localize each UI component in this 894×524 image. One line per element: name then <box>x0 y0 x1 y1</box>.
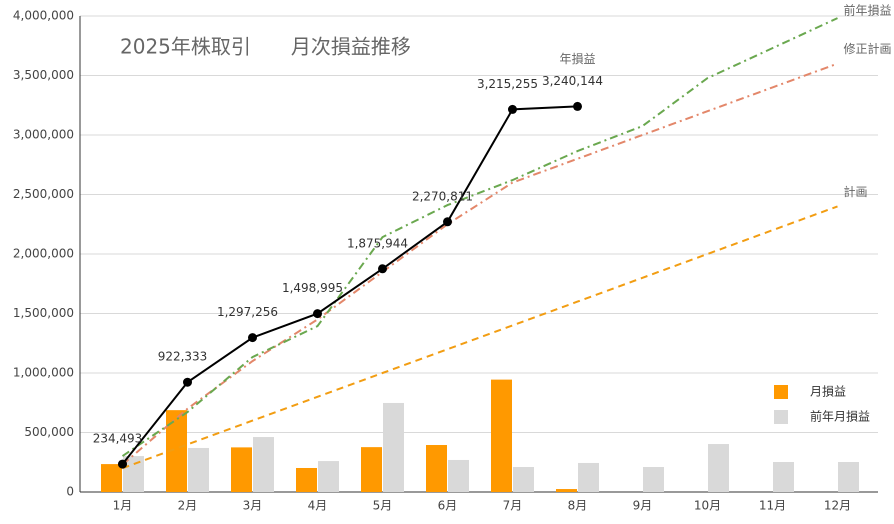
bar <box>643 467 664 492</box>
x-tick-label: 7月 <box>503 499 523 513</box>
x-tick-label: 10月 <box>694 499 721 513</box>
x-tick-label: 11月 <box>759 499 786 513</box>
series-label: 修正計画 <box>844 41 892 56</box>
bar <box>556 489 577 492</box>
bar <box>448 459 469 492</box>
series-label: 計画 <box>844 184 868 199</box>
y-tick-label: 0 <box>66 485 74 499</box>
legend-label: 月損益 <box>810 384 846 399</box>
line <box>121 17 838 457</box>
bar <box>318 461 339 492</box>
legend-label: 前年月損益 <box>810 409 870 424</box>
x-tick-label: 5月 <box>373 499 393 513</box>
data-label: 2,270,811 <box>412 189 473 203</box>
y-tick-label: 2,000,000 <box>13 247 74 261</box>
data-label: 922,333 <box>158 350 208 364</box>
marker <box>248 333 257 343</box>
bar <box>578 462 599 492</box>
y-tick-label: 3,000,000 <box>13 128 74 142</box>
bar <box>708 444 729 492</box>
data-label: 1,498,995 <box>282 281 343 295</box>
x-tick-label: 3月 <box>243 499 263 513</box>
y-tick-label: 1,000,000 <box>13 366 74 380</box>
bar <box>296 467 317 492</box>
y-tick-label: 4,000,000 <box>13 9 74 23</box>
bar <box>231 447 252 492</box>
bar <box>491 379 512 492</box>
x-tick-label: 4月 <box>308 499 328 513</box>
y-tick-label: 2,500,000 <box>13 187 74 201</box>
legend-swatch <box>774 385 788 399</box>
marker <box>183 377 192 387</box>
data-label: 234,493 <box>93 432 143 446</box>
data-label: 1,297,256 <box>217 305 278 319</box>
bar <box>773 462 794 492</box>
x-tick-label: 1月 <box>113 499 133 513</box>
x-tick-label: 9月 <box>633 499 653 513</box>
x-tick-label: 6月 <box>438 499 458 513</box>
marker <box>508 104 517 114</box>
marker <box>443 217 452 227</box>
y-tick-label: 1,500,000 <box>13 306 74 320</box>
data-label: 1,875,944 <box>347 236 408 250</box>
y-tick-label: 3,500,000 <box>13 68 74 82</box>
data-label: 3,240,144 <box>542 74 603 88</box>
marker <box>573 101 582 111</box>
line <box>121 62 838 466</box>
bar <box>838 462 859 492</box>
x-tick-label: 8月 <box>568 499 588 513</box>
bar <box>253 437 274 492</box>
data-label: 3,215,255 <box>477 77 538 91</box>
bar <box>101 464 122 492</box>
bar <box>188 447 209 492</box>
chart-title: 2025年株取引 月次損益推移 <box>120 35 411 59</box>
legend-swatch <box>774 410 788 424</box>
line <box>121 105 578 465</box>
bar <box>361 447 382 492</box>
x-tick-label: 2月 <box>178 499 198 513</box>
y-tick-label: 500,000 <box>24 425 74 439</box>
bar <box>383 402 404 492</box>
x-tick-label: 12月 <box>824 499 851 513</box>
marker <box>378 264 387 274</box>
bar <box>426 445 447 492</box>
series-label: 前年損益 <box>844 3 892 18</box>
bar <box>166 410 187 492</box>
line <box>122 205 838 470</box>
series-label: 年損益 <box>559 51 595 66</box>
bar <box>513 467 534 492</box>
marker <box>313 309 322 319</box>
marker <box>118 459 127 469</box>
